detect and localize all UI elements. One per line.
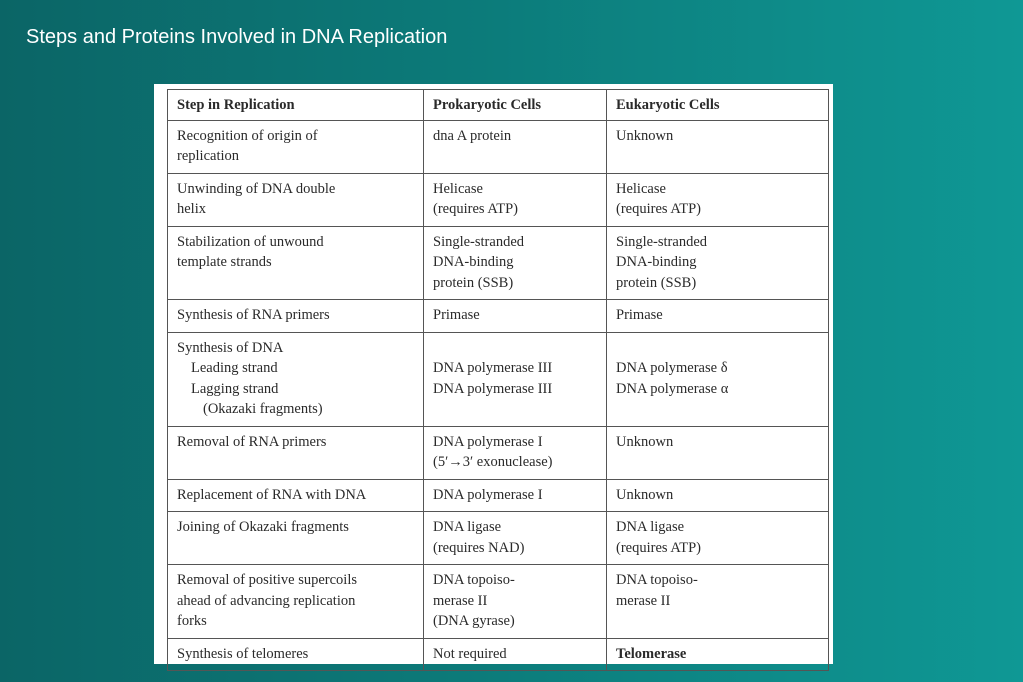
eukaryotic-text: DNA-binding <box>616 254 697 270</box>
step-cell: Stabilization of unwound template strand… <box>167 225 424 300</box>
eukaryotic-text: Telomerase <box>616 645 687 662</box>
prokaryotic-text: DNA polymerase III <box>433 380 553 397</box>
eukaryotic-cell: DNA polymerase δ DNA polymerase α <box>606 331 829 427</box>
step-cell: Synthesis of RNA primers <box>167 299 424 333</box>
prokaryotic-text: (DNA gyrase) <box>433 613 515 629</box>
prokaryotic-text: (5′→3′ exonuclease) <box>433 454 553 470</box>
prokaryotic-text: DNA polymerase III <box>433 360 553 376</box>
step-text: Synthesis of DNA <box>177 339 284 356</box>
step-subitem: Leading strand <box>191 360 278 376</box>
step-text: Removal of positive supercoils <box>177 572 358 588</box>
prokaryotic-text: protein (SSB) <box>433 274 514 291</box>
eukaryotic-text: Unknown <box>616 486 674 503</box>
step-cell: Synthesis of telomeres <box>167 637 424 671</box>
prokaryotic-cell: DNA polymerase I (5′→3′ exonuclease) <box>423 425 607 480</box>
prokaryotic-text: dna A protein <box>433 127 512 144</box>
table-row: Synthesis of telomeres Not required Telo… <box>167 637 829 671</box>
step-text: helix <box>177 201 206 217</box>
eukaryotic-text: DNA polymerase δ <box>616 360 728 376</box>
step-text: Replacement of RNA with DNA <box>177 486 367 503</box>
step-text: Recognition of origin of <box>177 127 318 144</box>
prokaryotic-text: DNA-binding <box>433 254 514 270</box>
step-cell: Unwinding of DNA double helix <box>167 172 424 227</box>
table-row: Unwinding of DNA double helix Helicase (… <box>167 172 829 227</box>
table-row: Removal of positive supercoils ahead of … <box>167 564 829 639</box>
eukaryotic-cell: Unknown <box>606 119 829 174</box>
table-row: Removal of RNA primers DNA polymerase I … <box>167 425 829 480</box>
eukaryotic-text: (requires ATP) <box>616 201 701 217</box>
header-prokaryotic: Prokaryotic Cells <box>423 89 607 121</box>
table-header-row: Step in Replication Prokaryotic Cells Eu… <box>167 89 829 121</box>
header-eukaryotic: Eukaryotic Cells <box>606 89 829 121</box>
eukaryotic-text: protein (SSB) <box>616 274 697 291</box>
eukaryotic-text: DNA ligase <box>616 519 685 535</box>
prokaryotic-cell: DNA ligase (requires NAD) <box>423 511 607 565</box>
step-text: Synthesis of RNA primers <box>177 307 330 323</box>
eukaryotic-cell: Single-stranded DNA-binding protein (SSB… <box>606 225 829 300</box>
step-text: Removal of RNA primers <box>177 433 327 450</box>
table-row: Synthesis of DNA Leading strand Lagging … <box>167 331 829 427</box>
prokaryotic-text: DNA polymerase I <box>433 433 543 450</box>
prokaryotic-text: (requires NAD) <box>433 539 525 556</box>
prokaryotic-cell: Not required <box>423 637 607 671</box>
step-text: ahead of advancing replication <box>177 592 356 609</box>
step-text: replication <box>177 148 240 164</box>
prokaryotic-text: merase II <box>433 592 488 609</box>
step-text: forks <box>177 613 207 629</box>
eukaryotic-cell: Helicase (requires ATP) <box>606 172 829 227</box>
header-step: Step in Replication <box>167 89 424 121</box>
prokaryotic-text: Helicase <box>433 180 483 197</box>
table-image: Step in Replication Prokaryotic Cells Eu… <box>154 84 833 671</box>
eukaryotic-cell: Telomerase <box>606 637 829 671</box>
eukaryotic-cell: Unknown <box>606 425 829 480</box>
step-cell: Joining of Okazaki fragments <box>167 511 424 565</box>
eukaryotic-cell: DNA topoiso- merase II <box>606 564 829 639</box>
prokaryotic-text: DNA ligase <box>433 519 502 535</box>
eukaryotic-text: DNA polymerase α <box>616 380 729 397</box>
eukaryotic-cell: Unknown <box>606 478 829 512</box>
eukaryotic-text: Unknown <box>616 433 674 450</box>
step-cell: Recognition of origin of replication <box>167 119 424 174</box>
prokaryotic-cell: DNA polymerase III DNA polymerase III <box>423 331 607 427</box>
prokaryotic-text: Primase <box>433 307 480 323</box>
prokaryotic-cell: dna A protein <box>423 119 607 174</box>
table-row: Joining of Okazaki fragments DNA ligase … <box>167 511 829 565</box>
eukaryotic-cell: Primase <box>606 299 829 333</box>
step-subitem: Lagging strand <box>191 380 279 397</box>
eukaryotic-text: DNA topoiso- <box>616 572 698 588</box>
step-cell: Removal of RNA primers <box>167 425 424 480</box>
step-text: template strands <box>177 254 272 270</box>
prokaryotic-cell: DNA topoiso- merase II (DNA gyrase) <box>423 564 607 639</box>
prokaryotic-text: DNA topoiso- <box>433 572 515 588</box>
prokaryotic-cell: Helicase (requires ATP) <box>423 172 607 227</box>
table-row: Synthesis of RNA primers Primase Primase <box>167 299 829 333</box>
prokaryotic-cell: Single-stranded DNA-binding protein (SSB… <box>423 225 607 300</box>
eukaryotic-cell: DNA ligase (requires ATP) <box>606 511 829 565</box>
eukaryotic-text: (requires ATP) <box>616 539 701 556</box>
step-cell: Removal of positive supercoils ahead of … <box>167 564 424 639</box>
step-text: Stabilization of unwound <box>177 233 324 250</box>
eukaryotic-text: Helicase <box>616 180 666 197</box>
step-cell: Replacement of RNA with DNA <box>167 478 424 512</box>
prokaryotic-text: (requires ATP) <box>433 201 518 217</box>
prokaryotic-text: Not required <box>433 645 507 662</box>
eukaryotic-text: Primase <box>616 307 663 323</box>
prokaryotic-text: Single-stranded <box>433 233 525 250</box>
eukaryotic-text: merase II <box>616 592 671 609</box>
prokaryotic-text: DNA polymerase I <box>433 486 543 503</box>
step-text: Unwinding of DNA double <box>177 180 336 197</box>
slide-title: Steps and Proteins Involved in DNA Repli… <box>26 26 448 48</box>
eukaryotic-text: Single-stranded <box>616 233 708 250</box>
prokaryotic-cell: Primase <box>423 299 607 333</box>
step-subitem: (Okazaki fragments) <box>203 401 323 417</box>
step-text: Joining of Okazaki fragments <box>177 519 349 535</box>
prokaryotic-cell: DNA polymerase I <box>423 478 607 512</box>
step-text: Synthesis of telomeres <box>177 645 309 662</box>
table-row: Recognition of origin of replication dna… <box>167 119 829 174</box>
replication-table: Step in Replication Prokaryotic Cells Eu… <box>167 89 829 671</box>
eukaryotic-text: Unknown <box>616 127 674 144</box>
table-row: Stabilization of unwound template strand… <box>167 225 829 300</box>
table-row: Replacement of RNA with DNA DNA polymera… <box>167 478 829 512</box>
step-cell: Synthesis of DNA Leading strand Lagging … <box>167 331 424 427</box>
